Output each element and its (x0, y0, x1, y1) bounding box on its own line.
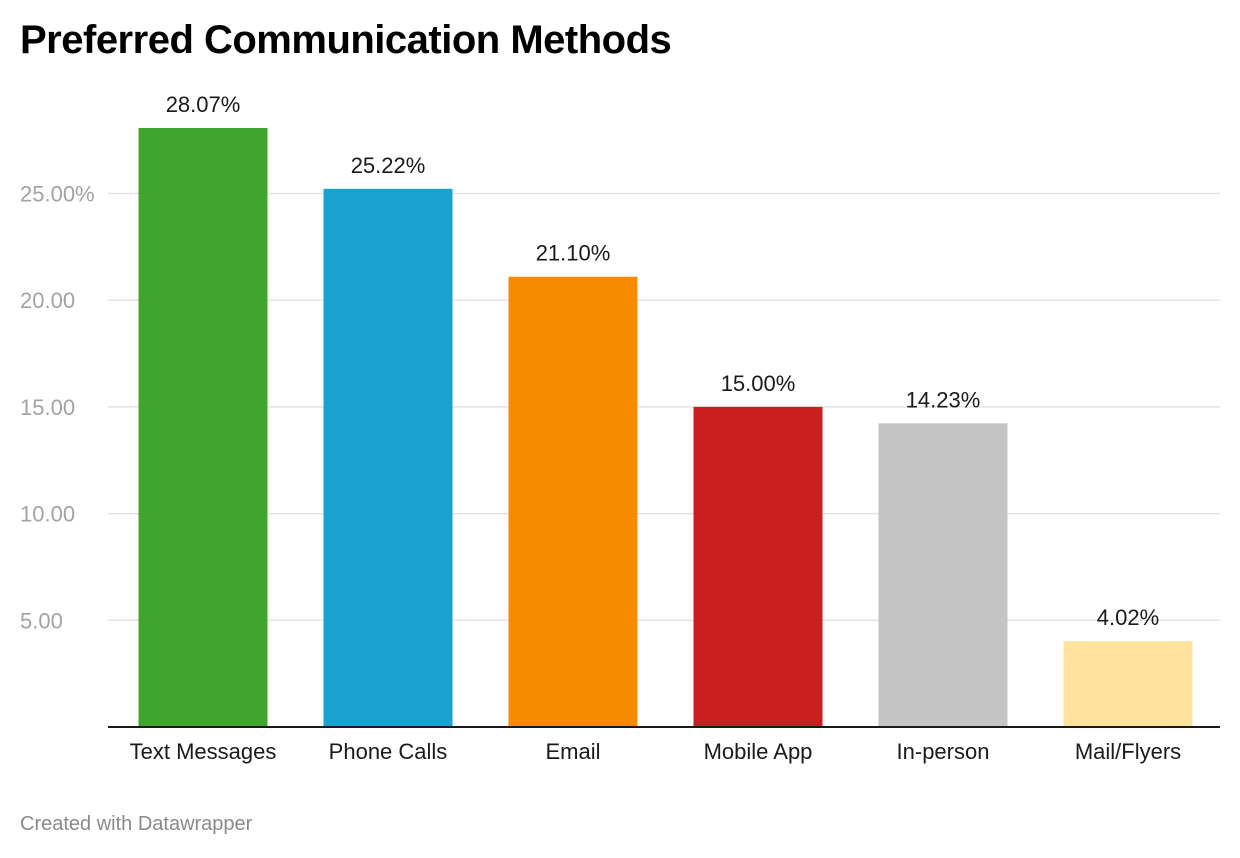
x-tick-label: Mobile App (704, 739, 813, 764)
x-tick-label: In-person (897, 739, 990, 764)
y-tick-label: 10.00 (20, 502, 75, 527)
x-tick-label: Text Messages (130, 739, 277, 764)
value-labels: 28.07% 25.22% 21.10% 15.00% 14.23% 4.02% (166, 92, 1160, 630)
x-tick-label: Mail/Flyers (1075, 739, 1181, 764)
x-tick-label: Email (545, 739, 600, 764)
value-label: 28.07% (166, 92, 241, 117)
value-label: 21.10% (536, 241, 611, 266)
y-tick-label: 20.00 (20, 288, 75, 313)
value-label: 4.02% (1097, 605, 1159, 630)
value-label: 14.23% (906, 387, 981, 412)
value-label: 25.22% (351, 153, 426, 178)
bars (138, 128, 1193, 727)
x-tick-label: Phone Calls (329, 739, 448, 764)
chart-title: Preferred Communication Methods (20, 18, 672, 62)
y-axis-tick-labels: 5.00 10.00 15.00 20.00 25.00% (20, 182, 95, 634)
y-tick-label: 5.00 (20, 608, 63, 633)
bar (878, 423, 1008, 727)
bar (1063, 641, 1193, 727)
gridlines (108, 192, 1220, 622)
bar (323, 188, 453, 727)
value-label: 15.00% (721, 371, 796, 396)
bar (508, 276, 638, 727)
bar (138, 128, 268, 727)
bar (693, 406, 823, 727)
x-axis-category-labels: Text Messages Phone Calls Email Mobile App I… (130, 739, 1182, 764)
y-tick-label: 15.00 (20, 395, 75, 420)
y-tick-label: 25.00% (20, 182, 95, 207)
footer-credit: Created with Datawrapper (20, 813, 253, 835)
